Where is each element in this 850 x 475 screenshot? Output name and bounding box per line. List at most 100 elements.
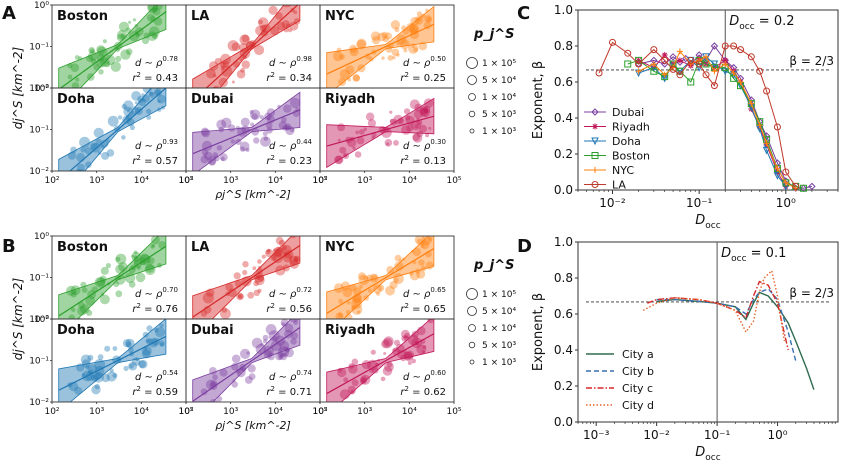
data-point: [102, 39, 107, 44]
data-point: [238, 43, 249, 53]
data-point: [419, 108, 429, 117]
data-point: [748, 100, 755, 107]
data-point: [635, 60, 643, 68]
data-point: [356, 38, 367, 49]
r2-sup: 2: [271, 71, 275, 79]
data-point: [291, 236, 296, 239]
r2-label: r2 = 0.59: [132, 385, 178, 398]
data-point: [414, 124, 419, 129]
data-point: [118, 21, 130, 32]
size-legend-label: 1 × 10³: [482, 358, 516, 368]
data-point: [339, 146, 347, 154]
vline-label-d: D: [721, 246, 731, 261]
data-point: [410, 16, 420, 26]
data-point: [401, 335, 408, 342]
exponent-label: d ∼ ρ0.54: [135, 369, 179, 383]
data-point: [687, 56, 695, 64]
data-point: [763, 140, 770, 147]
data-point: [344, 313, 353, 319]
exponent-prefix: d ∼ ρ: [403, 58, 431, 69]
data-point: [132, 18, 136, 22]
data-point: [213, 74, 217, 78]
data-point: [241, 34, 250, 43]
data-point: [419, 106, 428, 115]
data-point: [406, 23, 416, 32]
data-point: [71, 82, 80, 88]
r2-prefix: r: [400, 156, 405, 167]
x-tick-label: 10⁴: [134, 407, 149, 417]
r2-value: = 0.76: [141, 304, 178, 315]
size-legend-marker: [467, 306, 477, 316]
data-point: [427, 319, 434, 324]
panel-content: [58, 319, 167, 402]
panel-content: [326, 236, 435, 319]
size-legend-label: 1 × 10⁴: [482, 93, 516, 103]
exponent-prefix: d ∼ ρ: [135, 289, 163, 300]
data-point: [411, 358, 416, 364]
data-point: [356, 310, 361, 314]
data-point: [416, 11, 422, 17]
exponent-prefix: d ∼ ρ: [403, 289, 431, 300]
data-point: [398, 258, 402, 262]
data-point: [70, 307, 76, 313]
confidence-band: [58, 88, 167, 171]
data-point: [407, 334, 419, 346]
data-point: [276, 21, 286, 31]
scatter-panel-nyc: NYC d ∼ ρ0.50 r2 = 0.25: [319, 4, 455, 89]
data-point: [67, 62, 73, 69]
data-point: [737, 46, 745, 54]
data-point: [389, 281, 398, 289]
data-point: [250, 109, 261, 120]
data-point: [133, 260, 138, 265]
data-point: [249, 40, 257, 47]
data-point: [98, 69, 104, 75]
data-point: [85, 295, 96, 306]
data-point: [371, 136, 375, 140]
scatter-panel-doha: Doha d ∼ ρ0.93 r2 = 0.57: [51, 87, 187, 172]
panel-letter-b: B: [2, 236, 16, 257]
r2-label: r2 = 0.13: [400, 154, 446, 167]
data-point: [248, 373, 256, 380]
x-tick-label: 10⁻¹: [704, 428, 731, 442]
data-point: [270, 254, 277, 261]
x-tick-label: 10⁵: [178, 176, 193, 186]
data-point: [121, 103, 128, 110]
data-point: [361, 360, 371, 370]
r2-sup: 2: [271, 385, 275, 393]
data-point: [399, 39, 410, 50]
data-point: [200, 388, 208, 396]
data-point: [377, 284, 385, 292]
data-point: [237, 293, 244, 300]
data-point: [275, 12, 283, 20]
data-point: [133, 255, 138, 259]
data-point: [782, 179, 789, 186]
data-point: [146, 325, 153, 332]
x-tick-label: 10⁴: [268, 407, 283, 417]
data-point: [386, 142, 390, 146]
data-point: [281, 20, 290, 29]
r2-value: = 0.57: [141, 156, 178, 167]
legend-marker: [592, 123, 598, 130]
legend-label: City a: [622, 348, 654, 361]
y-tick-label: 0.4: [554, 343, 573, 357]
data-point: [414, 15, 424, 25]
legend-marker: [592, 167, 598, 173]
data-point: [416, 238, 423, 245]
scatter-panel-boston: Boston d ∼ ρ0.78 r2 = 0.43: [51, 4, 187, 89]
data-point: [293, 320, 299, 325]
data-point: [409, 23, 419, 34]
data-point: [230, 139, 236, 144]
data-point: [676, 71, 684, 79]
x-tick-label: 10⁴: [268, 176, 283, 186]
data-point: [687, 61, 694, 67]
data-point: [81, 373, 86, 377]
data-point: [423, 21, 432, 30]
data-point: [377, 32, 387, 42]
data-point: [420, 13, 426, 19]
data-point: [150, 244, 155, 249]
data-point: [265, 249, 271, 255]
data-point: [650, 46, 658, 54]
data-point: [251, 337, 263, 349]
data-point: [400, 354, 407, 362]
